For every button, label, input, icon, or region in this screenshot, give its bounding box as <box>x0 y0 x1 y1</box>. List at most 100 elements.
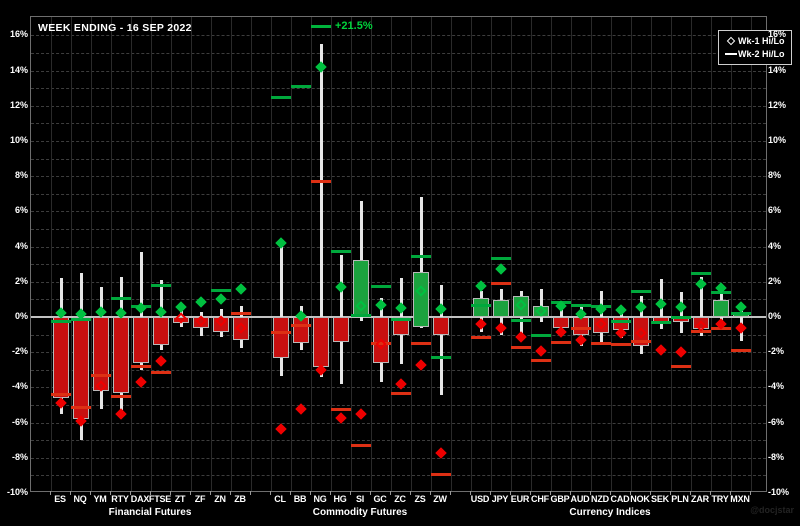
wk2-lo-dash-EUR <box>511 345 531 349</box>
x-category-label-ZC: ZC <box>394 494 406 504</box>
x-category-label-EUR: EUR <box>510 494 530 504</box>
x-tick <box>190 491 191 495</box>
bar-ZW <box>433 317 449 335</box>
x-tick <box>130 491 131 495</box>
x-category-label-ZF: ZF <box>194 494 206 504</box>
wk1-hi-diamond-ZW <box>435 303 447 315</box>
wk1-hi-diamond-CAD <box>615 304 627 316</box>
legend-entry-wk2: Wk-2 Hi/Lo <box>723 47 785 60</box>
y-tick-label-left: -4% <box>11 381 28 392</box>
wk1-hi-diamond-ZB <box>235 283 247 295</box>
wk2-hi-dash-ZN <box>211 288 231 292</box>
gridline-v <box>631 17 632 491</box>
gridline-v <box>491 17 492 491</box>
gridline-v <box>151 17 152 491</box>
x-tick <box>90 491 91 495</box>
week-range-whisker-NZD <box>600 291 603 342</box>
group-label: Financial Futures <box>108 507 192 518</box>
week-range-whisker-CL <box>280 244 283 376</box>
gridline-v <box>231 17 232 491</box>
x-category-label-ZAR: ZAR <box>691 494 709 504</box>
y-tick-label-left: 4% <box>14 240 28 251</box>
week-range-whisker-ZS <box>420 197 423 329</box>
wk2-hi-dash-PLN <box>671 316 691 319</box>
x-category-label-BB: BB <box>293 494 307 504</box>
wk1-hi-diamond-DAX <box>135 302 147 314</box>
gridline-v <box>711 17 712 491</box>
y-tick-label-right: 16% <box>768 29 787 40</box>
x-tick <box>630 491 631 495</box>
x-tick <box>690 491 691 495</box>
x-tick <box>50 491 51 495</box>
gridline-h <box>31 53 766 54</box>
x-tick <box>490 491 491 495</box>
wk2-hi-dash-MXN <box>731 312 751 316</box>
wk2-hi-dash-CHF <box>531 334 551 338</box>
wk2-lo-dash-MXN <box>731 349 751 353</box>
gridline-v <box>51 17 52 491</box>
x-category-label-ZW: ZW <box>433 494 447 504</box>
dash-icon <box>724 52 737 55</box>
x-category-label-SEK: SEK <box>651 494 669 504</box>
y-tick-label-right: 0% <box>768 311 782 321</box>
wk2-lo-dash-ZW <box>431 472 451 476</box>
y-tick-label-left: -10% <box>6 487 28 497</box>
gridline-v <box>731 17 732 491</box>
wk2-lo-dash-NOK <box>631 339 651 343</box>
legend-icon-wrap <box>723 36 738 45</box>
wk1-lo-diamond-SEK <box>655 343 667 356</box>
x-category-label-NZD: NZD <box>591 494 609 504</box>
y-tick-label-left: 16% <box>9 29 28 40</box>
wk1-lo-diamond-DAX <box>135 376 147 388</box>
wk2-lo-dash-JPY <box>491 281 511 285</box>
x-tick <box>530 491 531 495</box>
wk1-hi-diamond-PLN <box>675 301 687 313</box>
x-tick <box>370 491 371 495</box>
x-category-label-GC: GC <box>373 494 387 504</box>
clipped-high-annotation: +21.5% <box>311 20 373 32</box>
gridline-v <box>71 17 72 491</box>
wk1-hi-diamond-HG <box>335 281 347 293</box>
legend-icon-wrap <box>723 52 738 55</box>
gridline-v <box>651 17 652 491</box>
x-tick <box>290 491 291 495</box>
wk2-hi-dash-RTY <box>111 296 131 300</box>
gridline-h <box>31 246 766 248</box>
gridline-v <box>91 17 92 491</box>
gridline-v <box>171 17 172 491</box>
x-category-label-NQ: NQ <box>73 494 87 504</box>
watermark: @docjstar <box>750 505 794 515</box>
x-tick <box>710 491 711 495</box>
wk2-lo-dash-NZD <box>591 342 611 346</box>
bar-HG <box>333 317 349 342</box>
gridline-v <box>351 17 352 491</box>
wk2-lo-dash-CAD <box>611 343 631 347</box>
gridline-h <box>31 299 766 301</box>
gridline-h <box>31 422 766 424</box>
gridline-h <box>31 229 766 230</box>
y-tick-label-right: 8% <box>768 170 782 181</box>
bar-ES <box>53 317 69 398</box>
y-tick-label-right: 2% <box>768 275 782 286</box>
gridline-v <box>511 17 512 491</box>
gridline-v <box>211 17 212 491</box>
x-tick <box>450 491 451 495</box>
y-tick-label-left: 8% <box>14 170 28 181</box>
bar-YM <box>93 317 109 391</box>
x-tick <box>110 491 111 495</box>
wk2-lo-dash-CL <box>271 330 291 334</box>
x-tick <box>170 491 171 495</box>
x-tick <box>750 491 751 495</box>
wk1-lo-diamond-MXN <box>735 321 747 334</box>
x-tick <box>70 491 71 495</box>
group-label: Commodity Futures <box>312 507 408 518</box>
x-tick <box>510 491 511 495</box>
bar-ZB <box>233 317 249 340</box>
wk2-lo-dash-HG <box>331 407 351 411</box>
wk1-hi-diamond-ZF <box>195 296 207 308</box>
bar-ZS <box>413 272 429 327</box>
x-category-label-PLN: PLN <box>671 494 689 504</box>
gridline-v <box>391 17 392 491</box>
gridline-v <box>271 17 272 491</box>
x-tick <box>570 491 571 495</box>
